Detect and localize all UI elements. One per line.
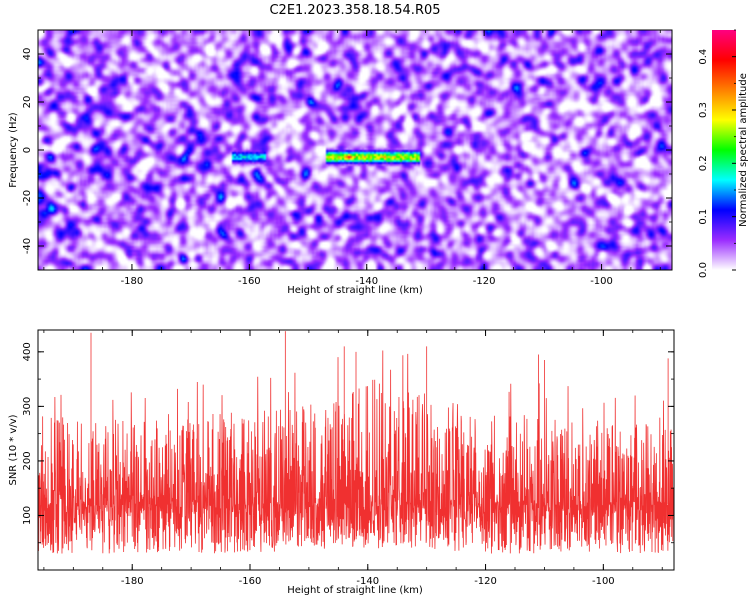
snr-y-label: SNR (10 * v/v) bbox=[8, 414, 19, 485]
snr-x-label: Height of straight line (km) bbox=[287, 585, 423, 596]
spectrogram-heatmap bbox=[38, 30, 672, 270]
spectrogram-x-ticks: -180 -160 -140 -120 -100 bbox=[43, 30, 661, 287]
colorbar-ticks: 0.0 0.1 0.2 0.3 0.4 bbox=[698, 29, 736, 278]
spectrogram-x-tick-label: -160 bbox=[238, 276, 261, 287]
snr-series-line bbox=[38, 331, 674, 554]
colorbar-tick-label: 0.4 bbox=[698, 49, 709, 65]
snr-x-tick-label: -140 bbox=[356, 576, 379, 587]
colorbar-tick-label: 0.3 bbox=[698, 102, 709, 118]
snr-y-ticks: 100 200 300 400 bbox=[22, 342, 674, 571]
figure-title: C2E1.2023.358.18.54.R05 bbox=[269, 3, 440, 18]
spectrogram-x-tick-label: -100 bbox=[590, 276, 613, 287]
colorbar: 0.0 0.1 0.2 0.3 0.4 Normalized spectral ampl… bbox=[698, 29, 749, 278]
spectrogram-y-label: Frequency (Hz) bbox=[8, 112, 19, 188]
colorbar-label: Normalized spectral amplitude bbox=[738, 73, 749, 227]
colorbar-tick-label: 0.0 bbox=[698, 262, 709, 278]
snr-panel: -180 -160 -140 -120 -100 100 200 300 400 Height… bbox=[8, 329, 675, 596]
spectrogram-x-label: Height of straight line (km) bbox=[287, 285, 423, 296]
spectrogram-y-tick-label: 0 bbox=[22, 147, 33, 153]
spectrogram-y-tick-label: -40 bbox=[22, 238, 33, 254]
colorbar-gradient bbox=[712, 30, 736, 270]
spectrogram-y-tick-label: 20 bbox=[22, 96, 33, 109]
spectrogram-panel: -180 -160 -140 -120 -100 -40 -20 0 20 40 Height … bbox=[8, 29, 673, 296]
snr-x-tick-label: -120 bbox=[474, 576, 497, 587]
snr-frame bbox=[37, 329, 675, 571]
spectrogram-x-tick-label: -120 bbox=[473, 276, 496, 287]
snr-x-ticks: -180 -160 -140 -120 -100 bbox=[43, 330, 663, 587]
colorbar-tick-label: 0.2 bbox=[698, 155, 709, 171]
snr-y-tick-label: 200 bbox=[22, 451, 33, 470]
snr-x-tick-label: -180 bbox=[121, 576, 144, 587]
snr-y-tick-label: 300 bbox=[22, 397, 33, 416]
spectrogram-y-ticks: -40 -20 0 20 40 bbox=[22, 29, 672, 271]
colorbar-tick-label: 0.1 bbox=[698, 209, 709, 225]
snr-y-tick-label: 100 bbox=[22, 506, 33, 525]
spectrogram-y-tick-label: -20 bbox=[22, 190, 33, 206]
spectrogram-x-tick-label: -140 bbox=[355, 276, 378, 287]
snr-x-tick-label: -100 bbox=[592, 576, 615, 587]
spectrogram-x-tick-label: -180 bbox=[121, 276, 144, 287]
spectrogram-y-tick-label: 40 bbox=[22, 48, 33, 61]
snr-x-tick-label: -160 bbox=[239, 576, 262, 587]
snr-y-tick-label: 400 bbox=[22, 342, 33, 361]
